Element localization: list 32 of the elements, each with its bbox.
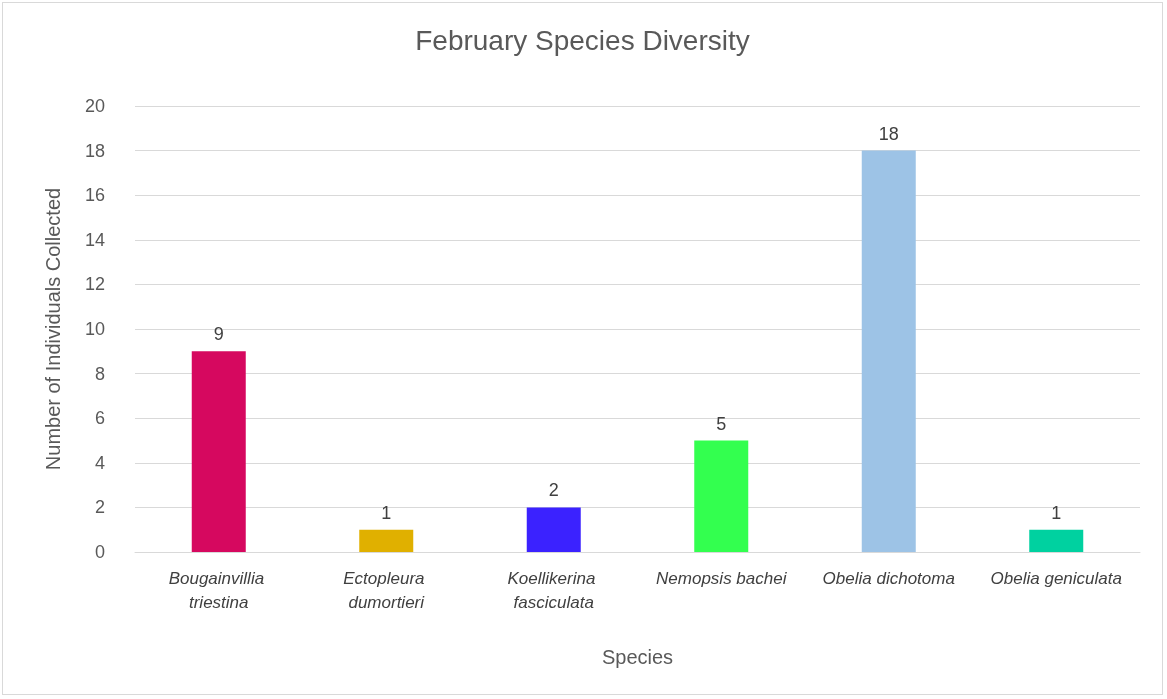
x-tick-label: Obelia dichotoma	[822, 568, 955, 588]
x-axis-title: Species	[601, 646, 674, 668]
y-tick-label: 10	[84, 319, 105, 339]
y-tick-label: 2	[94, 497, 105, 518]
bar	[359, 529, 414, 552]
x-tick-label: Bougainvillia triestina	[168, 568, 269, 612]
x-tick-label: Obelia geniculata	[990, 568, 1122, 588]
x-tick-label: Nemopsis bachei	[656, 568, 788, 588]
bar	[526, 507, 581, 552]
y-tick-label: 6	[94, 408, 105, 429]
x-tick-label: Ectopleura dumortieri	[343, 568, 430, 612]
y-axis-title: Number of Individuals Collected	[42, 187, 64, 471]
data-label: 2	[548, 480, 559, 501]
data-label: 1	[381, 502, 392, 523]
y-tick-label: 16	[84, 185, 105, 206]
data-label: 1	[1051, 502, 1062, 523]
x-tick-label: Koellikerina fasciculata	[507, 568, 601, 612]
y-tick-label: 0	[94, 542, 105, 562]
bar	[861, 150, 916, 552]
chart-title: February Species Diversity	[415, 24, 750, 56]
bar	[1029, 529, 1084, 552]
bar	[191, 351, 246, 552]
y-tick-label: 4	[94, 452, 105, 473]
y-tick-label: 20	[84, 96, 105, 116]
bar	[694, 440, 749, 552]
data-label: 5	[716, 413, 727, 434]
data-label: 9	[213, 324, 224, 345]
y-tick-label: 14	[84, 229, 105, 250]
y-tick-label: 18	[84, 140, 105, 161]
y-tick-label: 8	[94, 363, 105, 384]
data-label: 18	[878, 123, 899, 144]
y-tick-label: 12	[84, 274, 105, 295]
